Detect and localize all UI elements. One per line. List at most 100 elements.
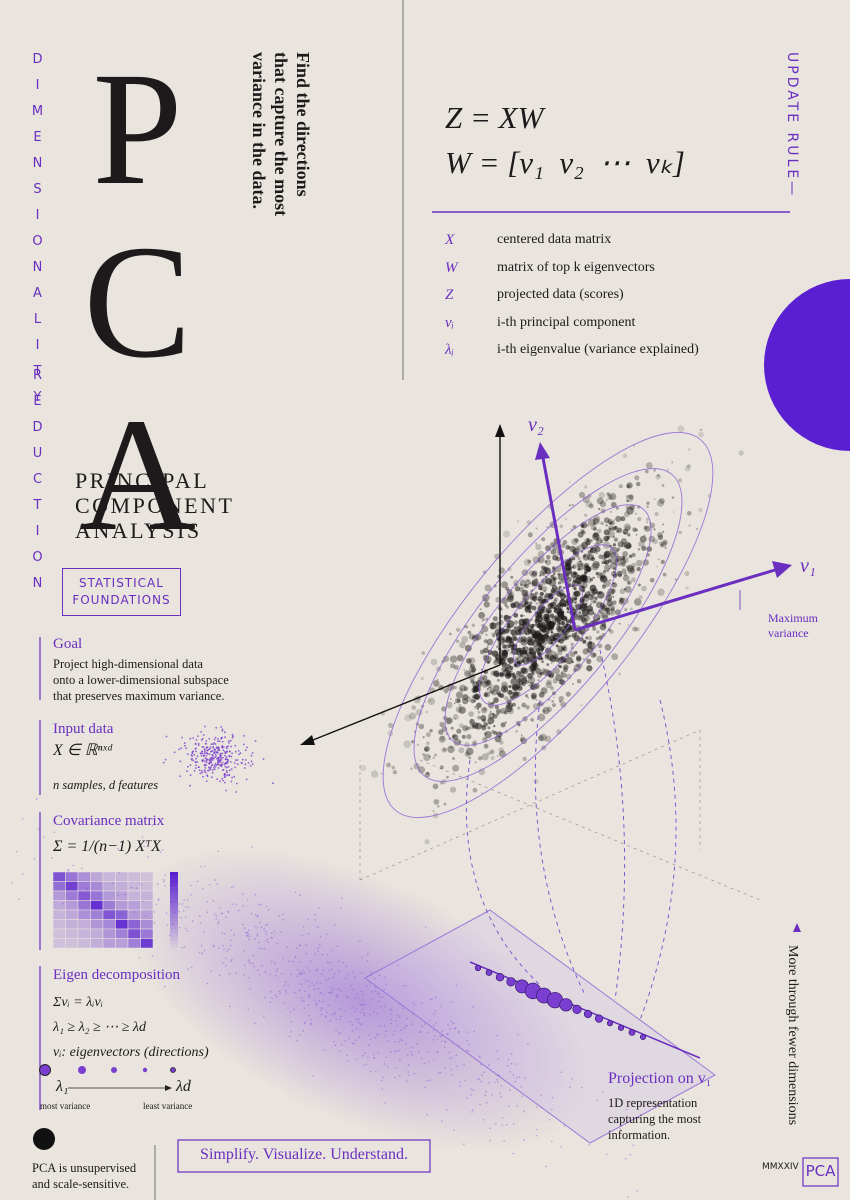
cloud-point — [528, 647, 534, 652]
haze-point — [186, 930, 189, 932]
cloud-point — [671, 461, 674, 464]
cloud-point — [456, 728, 462, 734]
haze-point — [366, 985, 369, 987]
haze-point — [453, 1129, 456, 1131]
haze-point — [251, 962, 254, 965]
cloud-point — [447, 745, 455, 754]
cloud-point — [557, 657, 561, 660]
cloud-point — [540, 588, 543, 591]
cloud-point — [606, 600, 613, 607]
cloud-point — [590, 594, 595, 599]
cloud-point — [479, 649, 485, 655]
haze-point — [228, 948, 230, 951]
cloud-point — [626, 482, 633, 489]
cloud-point — [471, 623, 475, 627]
cloud-point — [572, 566, 575, 569]
cloud-point — [507, 567, 512, 571]
cloud-point — [587, 594, 594, 600]
cloud-point — [600, 521, 604, 525]
cloud-point — [545, 577, 553, 585]
cloud-point — [574, 538, 579, 543]
cloud-point — [646, 501, 650, 505]
cloud-point — [537, 735, 544, 742]
haze-point — [332, 987, 335, 990]
mini-point — [224, 775, 227, 778]
cloud-point — [513, 620, 518, 625]
haze-point — [323, 993, 325, 996]
cloud-point — [577, 531, 584, 538]
cloud-point — [603, 569, 607, 574]
goal-line: Project high-dimensional data — [53, 657, 203, 671]
mini-point — [213, 752, 215, 755]
cloud-point — [448, 633, 451, 636]
haze-point — [337, 988, 340, 990]
cloud-point — [472, 681, 475, 684]
cloud-point — [504, 644, 510, 650]
cloud-point — [480, 631, 484, 635]
cloud-point — [493, 697, 499, 703]
haze-point — [203, 865, 206, 868]
haze-point — [355, 1027, 358, 1030]
haze-point — [256, 969, 259, 972]
cloud-point — [566, 610, 570, 614]
haze-point — [540, 1094, 543, 1096]
haze-point — [510, 1062, 513, 1065]
haze-point — [441, 1030, 444, 1032]
cloud-point — [608, 608, 616, 616]
haze-point — [412, 1013, 415, 1015]
haze-point — [275, 974, 277, 977]
cloud-point — [519, 647, 526, 655]
cloud-point — [564, 629, 570, 635]
haze-point — [147, 856, 149, 858]
cloud-point — [543, 627, 551, 634]
heat-cell — [90, 881, 104, 892]
cloud-point — [506, 670, 512, 676]
cloud-point — [662, 523, 665, 526]
section-heading: Input data — [53, 721, 114, 737]
haze-point — [224, 933, 226, 935]
haze-point — [605, 1153, 608, 1156]
cloud-point — [481, 753, 489, 761]
haze-point — [351, 1006, 354, 1009]
haze-point — [384, 1034, 387, 1037]
haze-point — [246, 935, 249, 937]
haze-point — [394, 1067, 397, 1069]
cloud-point — [627, 566, 635, 575]
haze-point — [263, 1015, 265, 1018]
cloud-point — [493, 684, 500, 692]
haze-point — [351, 1030, 354, 1032]
haze-point — [188, 906, 190, 909]
haze-point — [464, 1079, 466, 1082]
cloud-point — [512, 702, 516, 707]
haze-point — [369, 1070, 372, 1073]
cloud-point — [530, 593, 538, 602]
haze-point — [51, 857, 54, 859]
cloud-point — [686, 511, 692, 516]
cloud-point — [534, 683, 540, 689]
cloud-point — [510, 678, 518, 686]
cloud-point — [603, 529, 610, 536]
cloud-point — [657, 588, 665, 596]
cloud-point — [622, 528, 629, 535]
cloud-point — [568, 626, 573, 631]
cloud-point — [577, 616, 583, 621]
haze-point — [156, 883, 159, 885]
cloud-point — [554, 565, 562, 573]
colorbar-step — [170, 879, 178, 884]
haze-point — [314, 914, 317, 916]
haze-point — [316, 981, 318, 984]
eigen-line: λ₁ ≥ λ₂ ≥ ⋯ ≥ λd — [53, 1020, 146, 1035]
haze-point — [287, 984, 290, 987]
mini-point — [199, 772, 202, 775]
haze-point — [535, 1134, 538, 1137]
heat-cell — [140, 938, 154, 949]
haze-point — [466, 1097, 468, 1099]
cloud-point — [492, 634, 496, 638]
haze-point — [512, 1152, 514, 1155]
cloud-point — [429, 729, 433, 733]
heat-cell — [52, 890, 66, 901]
haze-point — [411, 1046, 414, 1049]
cloud-point — [613, 571, 616, 573]
haze-point — [117, 894, 119, 897]
cloud-point — [517, 520, 520, 523]
